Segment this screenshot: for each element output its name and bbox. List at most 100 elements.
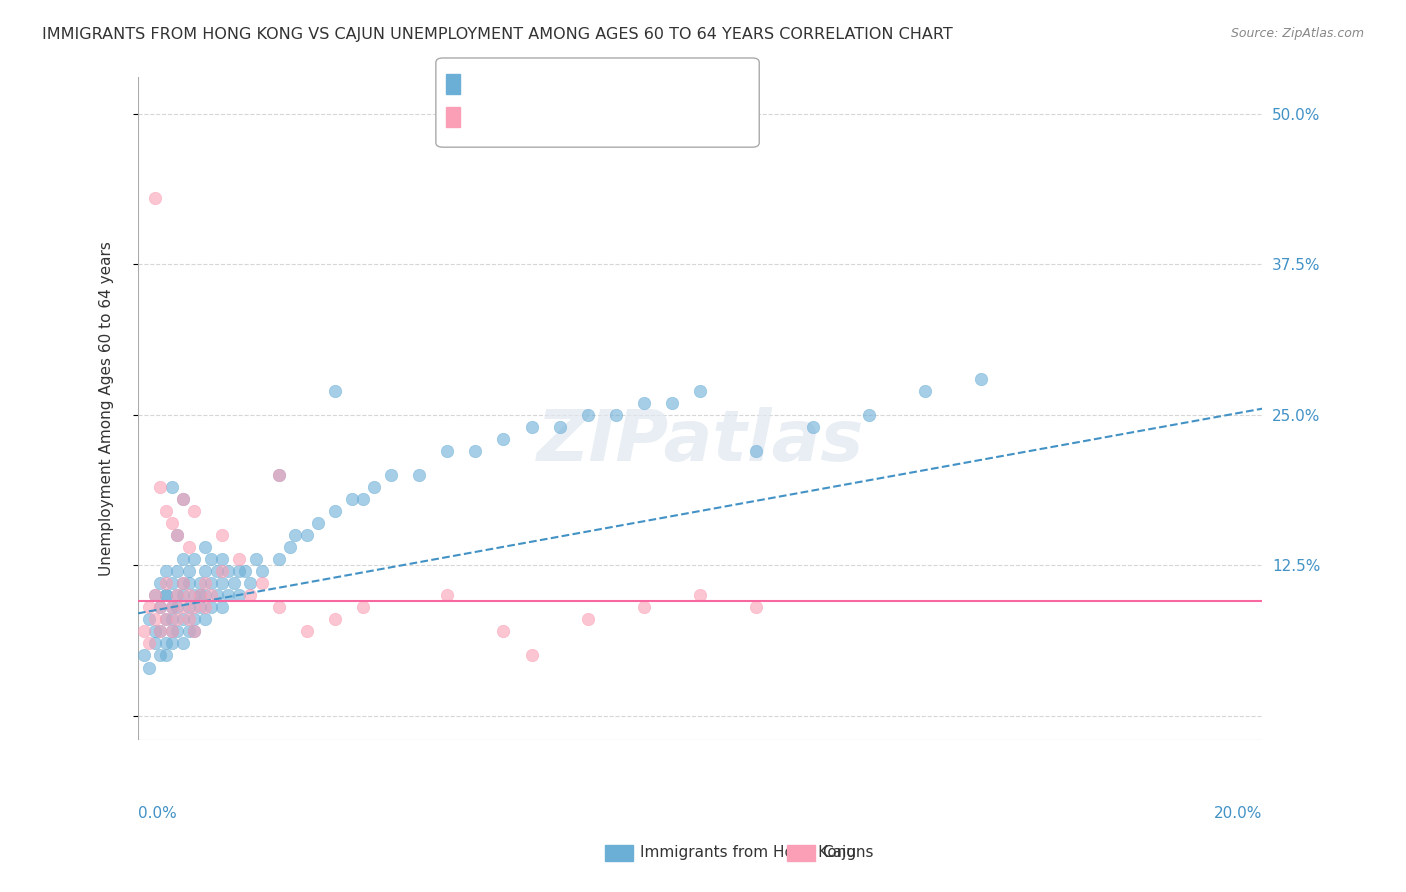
Text: 0.0%: 0.0% bbox=[138, 806, 177, 821]
Point bbox=[194, 564, 217, 578]
Point bbox=[172, 576, 194, 591]
Text: ZIPatlas: ZIPatlas bbox=[537, 408, 863, 476]
Point bbox=[160, 612, 183, 626]
Point bbox=[211, 564, 233, 578]
Point bbox=[217, 564, 239, 578]
Point bbox=[132, 624, 155, 639]
Point bbox=[211, 552, 233, 566]
Point bbox=[436, 443, 458, 458]
Point bbox=[323, 384, 346, 398]
Point bbox=[149, 600, 172, 615]
Point bbox=[200, 600, 222, 615]
Point bbox=[183, 588, 205, 602]
Point bbox=[166, 588, 188, 602]
Point bbox=[160, 600, 183, 615]
Point bbox=[188, 600, 211, 615]
Point bbox=[284, 528, 307, 542]
Point bbox=[172, 491, 194, 506]
Point bbox=[166, 600, 188, 615]
Point bbox=[307, 516, 329, 530]
Point bbox=[211, 600, 233, 615]
Point bbox=[211, 528, 233, 542]
Point bbox=[576, 612, 599, 626]
Point bbox=[205, 588, 228, 602]
Point bbox=[914, 384, 936, 398]
Point bbox=[149, 576, 172, 591]
Point bbox=[194, 576, 217, 591]
Point bbox=[183, 624, 205, 639]
Point bbox=[239, 576, 262, 591]
Text: Source: ZipAtlas.com: Source: ZipAtlas.com bbox=[1230, 27, 1364, 40]
Point bbox=[464, 443, 486, 458]
Point bbox=[166, 624, 188, 639]
Point bbox=[267, 600, 290, 615]
Y-axis label: Unemployment Among Ages 60 to 64 years: Unemployment Among Ages 60 to 64 years bbox=[100, 241, 114, 576]
Point bbox=[233, 564, 256, 578]
Point bbox=[492, 432, 515, 446]
Point bbox=[143, 588, 166, 602]
Point bbox=[520, 419, 543, 434]
Point bbox=[194, 600, 217, 615]
Point bbox=[228, 588, 250, 602]
Point bbox=[970, 371, 993, 385]
Point bbox=[194, 612, 217, 626]
Point bbox=[166, 528, 188, 542]
Point bbox=[166, 588, 188, 602]
Point bbox=[138, 612, 160, 626]
Point bbox=[239, 588, 262, 602]
Point bbox=[205, 564, 228, 578]
Point bbox=[222, 576, 245, 591]
Text: IMMIGRANTS FROM HONG KONG VS CAJUN UNEMPLOYMENT AMONG AGES 60 TO 64 YEARS CORREL: IMMIGRANTS FROM HONG KONG VS CAJUN UNEMP… bbox=[42, 27, 953, 42]
Point bbox=[172, 576, 194, 591]
Point bbox=[200, 588, 222, 602]
Point bbox=[172, 636, 194, 650]
Point bbox=[576, 408, 599, 422]
Point bbox=[155, 636, 177, 650]
Point bbox=[278, 540, 301, 554]
Point bbox=[160, 576, 183, 591]
Point bbox=[172, 588, 194, 602]
Point bbox=[172, 491, 194, 506]
Point bbox=[858, 408, 880, 422]
Point bbox=[132, 648, 155, 663]
Point bbox=[138, 600, 160, 615]
Point bbox=[160, 624, 183, 639]
Point bbox=[188, 576, 211, 591]
Point bbox=[172, 552, 194, 566]
Point bbox=[177, 588, 200, 602]
Point bbox=[138, 636, 160, 650]
Point bbox=[160, 600, 183, 615]
Point bbox=[436, 588, 458, 602]
Point bbox=[166, 528, 188, 542]
Point bbox=[183, 612, 205, 626]
Point bbox=[194, 588, 217, 602]
Point bbox=[160, 480, 183, 494]
Point bbox=[267, 467, 290, 482]
Point bbox=[172, 612, 194, 626]
Text: R = 0.360  N = 93: R = 0.360 N = 93 bbox=[464, 78, 603, 94]
Point bbox=[661, 395, 683, 409]
Point bbox=[217, 588, 239, 602]
Point bbox=[250, 576, 273, 591]
Point bbox=[363, 480, 385, 494]
Text: Cajuns: Cajuns bbox=[823, 846, 875, 860]
Point bbox=[340, 491, 363, 506]
Point bbox=[352, 491, 374, 506]
Point bbox=[160, 636, 183, 650]
Point bbox=[200, 576, 222, 591]
Point bbox=[605, 408, 627, 422]
Point bbox=[745, 443, 768, 458]
Point bbox=[408, 467, 430, 482]
Point bbox=[801, 419, 824, 434]
Point bbox=[143, 588, 166, 602]
Point bbox=[138, 660, 160, 674]
Point bbox=[155, 612, 177, 626]
Point bbox=[183, 624, 205, 639]
Point bbox=[155, 588, 177, 602]
Point bbox=[166, 564, 188, 578]
Point bbox=[267, 467, 290, 482]
Point bbox=[183, 600, 205, 615]
Point bbox=[155, 504, 177, 518]
Point bbox=[160, 624, 183, 639]
Point bbox=[228, 564, 250, 578]
